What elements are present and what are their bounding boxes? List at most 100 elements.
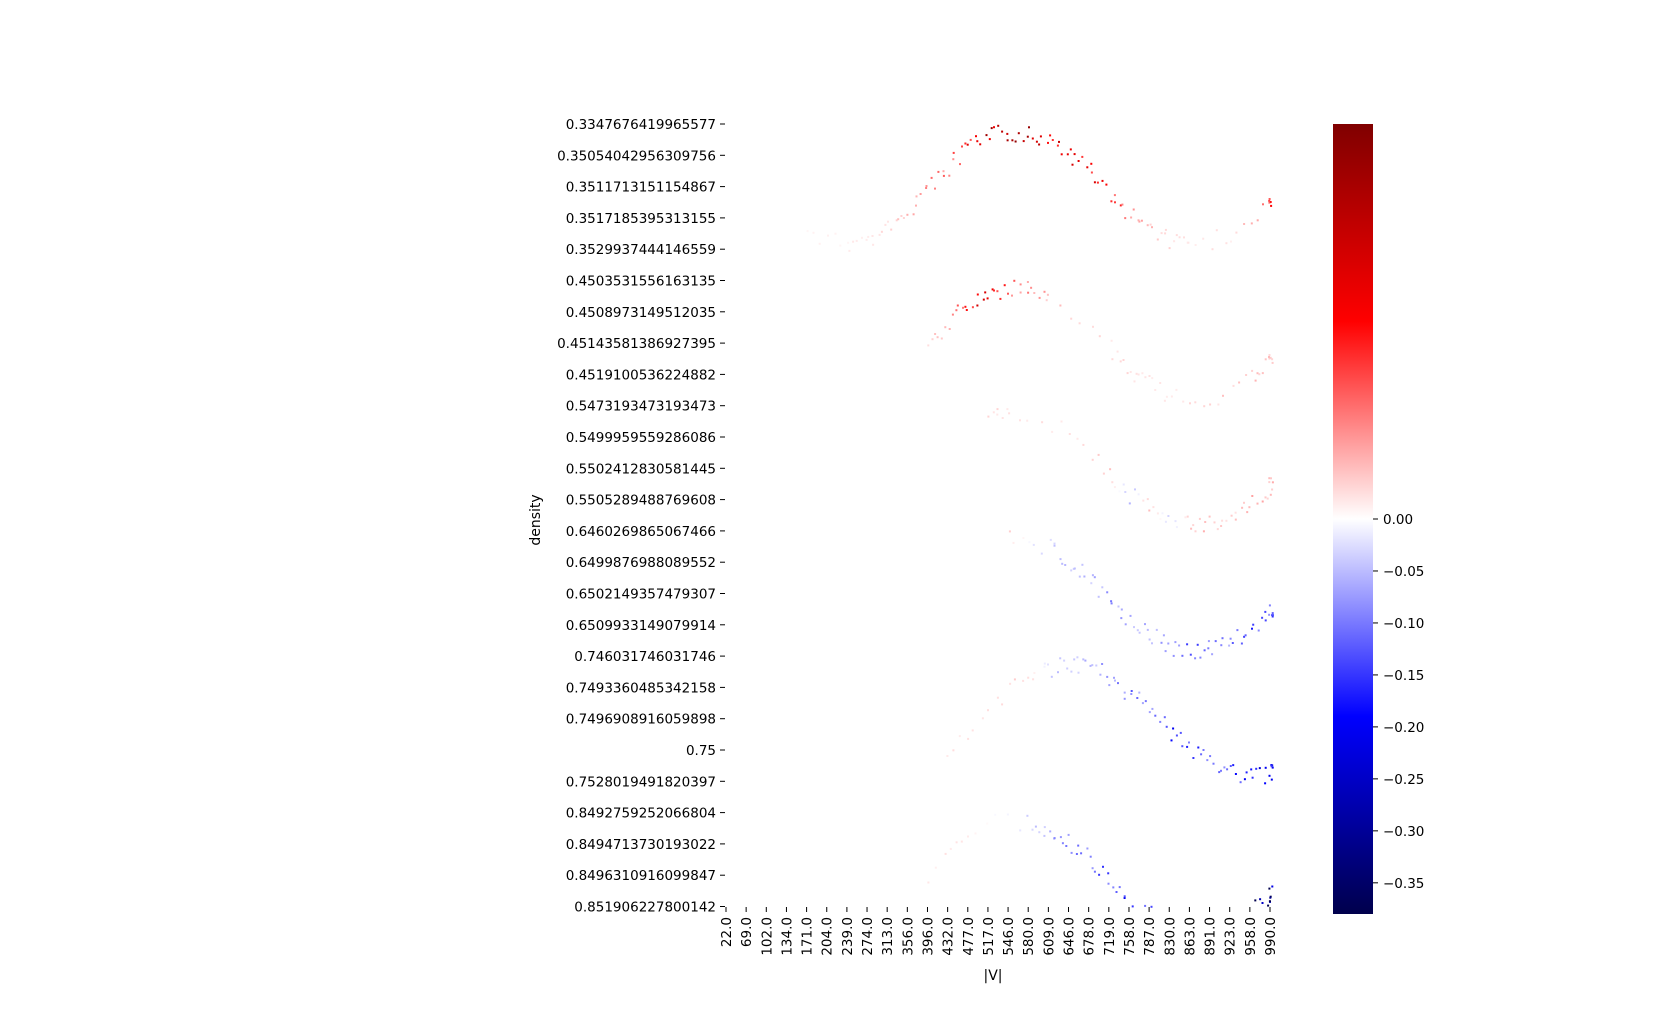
heatmap-cell [861,236,863,239]
heatmap-cell [818,242,821,245]
heatmap-cell [1022,537,1025,539]
heatmap-cell [872,243,875,246]
heatmap-cell [1184,516,1187,519]
heatmap-cell [1267,904,1270,907]
heatmap-cell [890,228,893,231]
heatmap-cell [1019,419,1021,422]
heatmap-cell [1058,140,1060,143]
heatmap-cell [1151,226,1153,229]
y-tick-label: 0.851906227800142 [574,900,716,916]
heatmap-cell [1014,140,1017,143]
heatmap-cell [1216,528,1219,531]
heatmap-cell [1255,767,1258,770]
heatmap-cell [1268,201,1271,204]
heatmap-cell [1123,697,1126,700]
heatmap-cell [1110,602,1113,605]
heatmap-cell [1213,521,1216,524]
heatmap-cell [1178,236,1181,239]
heatmap-cell [1221,519,1224,522]
heatmap-cell [1113,194,1116,197]
x-tick-label: 102.0 [759,917,775,956]
heatmap-cell [1268,604,1271,607]
heatmap-cell [1106,591,1109,594]
heatmap-cell [1043,826,1046,829]
heatmap-cell [1254,899,1257,902]
heatmap-cell [1271,612,1274,615]
heatmap-cell [1135,372,1138,375]
heatmap-cell [1207,640,1210,643]
heatmap-cell [967,737,970,740]
heatmap-cell [1262,203,1264,206]
heatmap-cell [1091,458,1094,461]
x-tick-label: 204.0 [820,917,836,956]
heatmap-cell [1230,240,1232,243]
heatmap-cell [1261,902,1264,904]
heatmap-cell [1144,623,1146,626]
heatmap-cell [1142,499,1145,502]
x-tick-label: 719.0 [1102,917,1118,956]
heatmap-cell [812,231,815,234]
heatmap-cell [1186,643,1189,646]
heatmap-cell [1070,851,1073,854]
heatmap-cell [1113,676,1115,679]
heatmap-cell [1256,219,1259,222]
heatmap-cell [906,213,909,216]
heatmap-cell [1229,765,1232,767]
heatmap-cell [1188,741,1190,744]
heatmap-cell [1116,350,1119,353]
x-tick-label: 891.0 [1203,917,1219,956]
heatmap-cell [1032,543,1035,546]
heatmap-cell [1091,867,1094,870]
heatmap-cell [1215,229,1218,232]
heatmap-cell [1093,181,1096,184]
heatmap-cell [1114,679,1116,682]
heatmap-cell [1034,825,1037,828]
heatmap-cell [1160,232,1163,235]
y-tick-label: 0.6460269865067466 [566,524,716,540]
y-tick-label: 0.746031746031746 [574,649,716,665]
heatmap-cell [1186,745,1189,748]
heatmap-cell [900,215,903,217]
heatmap-cell [1150,905,1153,908]
y-tick-label: 0.6509933149079914 [566,618,716,634]
heatmap-cell [1144,700,1147,703]
heatmap-cell [1111,481,1114,484]
heatmap-cell [1271,481,1274,484]
heatmap-cell [1271,614,1273,617]
heatmap-cell [1269,201,1272,203]
y-tick-label: 0.3529937444146559 [566,242,716,258]
heatmap-cell [1061,562,1064,565]
heatmap-cell [1178,644,1181,647]
heatmap-cell [1121,203,1124,206]
heatmap-cell [1159,518,1162,520]
y-tick-label: 0.5473193473193473 [566,399,716,415]
heatmap-cell [1117,605,1120,608]
heatmap-cell [996,290,999,293]
heatmap-cell [979,143,982,146]
heatmap-cell [1047,141,1049,144]
heatmap-cell [1268,481,1271,484]
heatmap-cell [991,288,994,291]
heatmap-cell [1077,160,1080,162]
heatmap-cell [1136,697,1139,699]
heatmap-cell [1229,637,1232,640]
heatmap-cell [1146,498,1149,501]
heatmap-cell [1101,663,1104,665]
x-tick-label: 958.0 [1243,917,1259,956]
heatmap-cell [1075,853,1078,855]
heatmap-cell [1264,496,1267,499]
heatmap-cell [1040,552,1043,555]
heatmap-cell [1059,304,1062,307]
heatmap-cell [1207,647,1210,650]
heatmap-cell [1154,714,1157,717]
heatmap-cell [948,328,951,330]
heatmap-cell [1190,527,1193,530]
heatmap-cell [1164,232,1167,235]
heatmap-cell [871,235,874,237]
heatmap-cell [1194,244,1197,246]
heatmap-cell [1122,359,1125,361]
heatmap-cell [1099,673,1102,676]
heatmap-cell [902,217,905,219]
heatmap-cell [1268,477,1271,480]
heatmap-cell [1128,502,1131,505]
